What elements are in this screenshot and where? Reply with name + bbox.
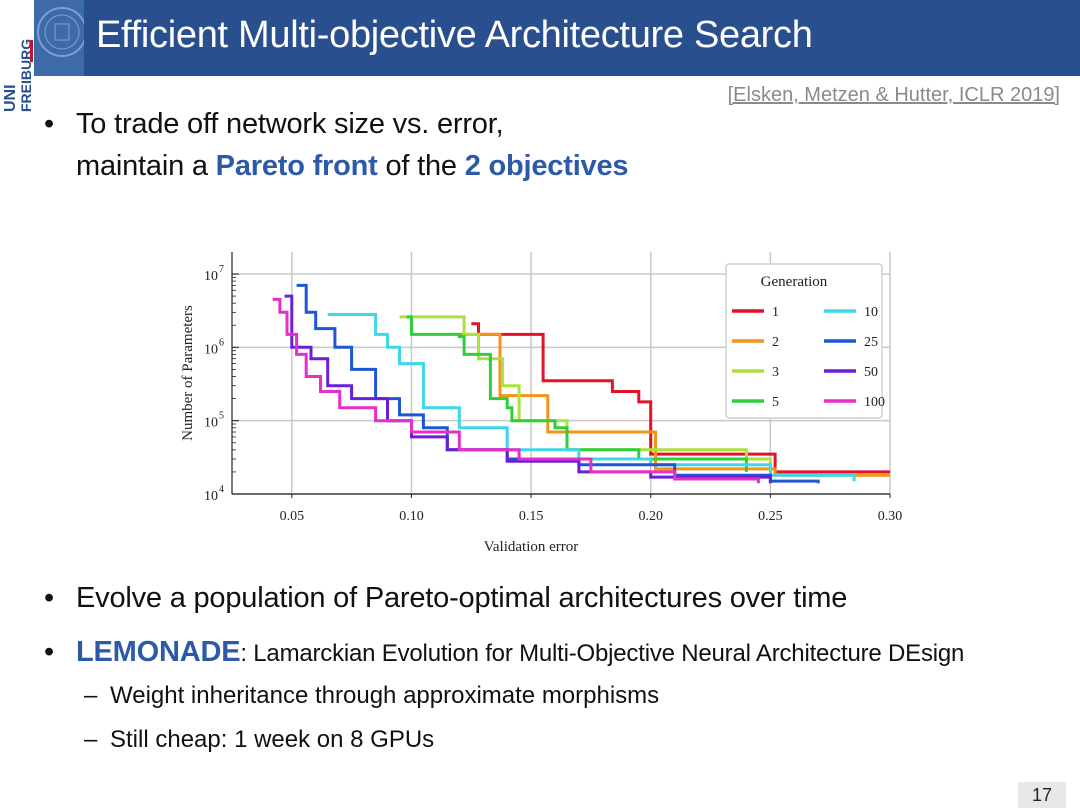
- header-bar: [82, 0, 1080, 76]
- bullet-marker: •: [44, 636, 54, 668]
- series-line-gen-100: [272, 297, 760, 484]
- series-line-gen-5: [406, 315, 748, 472]
- y-axis-label: Number of Parameters: [180, 305, 196, 441]
- highlight-2-objectives: 2 objectives: [464, 150, 629, 182]
- logo-text-uni: UNI: [2, 84, 19, 112]
- series-line-gen-3: [399, 315, 772, 472]
- bullet-text-evolve: Evolve a population of Pareto-optimal ar…: [76, 582, 848, 614]
- uni-freiburg-logo: UNI FREIBURG: [2, 39, 34, 112]
- y-tick-exponent: 4: [219, 484, 224, 495]
- x-tick-label: 0.25: [758, 509, 783, 524]
- bullet-text-lemonade: LEMONADE: Lamarckian Evolution for Multi…: [76, 636, 964, 669]
- highlight-pareto-front: Pareto front: [215, 150, 378, 182]
- chart-legend: Generation 1 2 3 5 10 25 50 100: [725, 263, 885, 419]
- slide-header: UNI FREIBURG Efficient Multi-objective A…: [0, 0, 1080, 112]
- legend-label-gen-50: 50: [864, 365, 878, 380]
- legend-label-gen-2: 2: [772, 335, 779, 350]
- highlight-lemonade: LEMONADE: [76, 636, 241, 668]
- slide-title: Efficient Multi-objective Architecture S…: [96, 14, 813, 56]
- sub-bullet-text-2: Still cheap: 1 week on 8 GPUs: [110, 726, 435, 753]
- text-of-the: of the: [377, 150, 465, 182]
- legend-title: Generation: [761, 274, 828, 290]
- university-seal-icon: [34, 0, 84, 76]
- bullet-marker: •: [44, 582, 54, 614]
- y-tick-label: 10: [204, 489, 218, 504]
- legend-label-gen-3: 3: [772, 365, 779, 380]
- dash-marker: –: [84, 682, 98, 709]
- bullet-marker: •: [44, 108, 54, 140]
- legend-label-gen-5: 5: [772, 395, 779, 410]
- y-tick-exponent: 7: [219, 264, 224, 275]
- lemonade-description: : Lamarckian Evolution for Multi-Objecti…: [240, 640, 965, 667]
- dash-marker: –: [84, 726, 98, 753]
- series-line-gen-2: [459, 332, 890, 477]
- page-number: 17: [1018, 782, 1066, 808]
- x-axis-label: Validation error: [484, 539, 579, 555]
- text-maintain: maintain a: [76, 150, 216, 182]
- y-tick-label: 10: [204, 416, 218, 431]
- x-tick-label: 0.15: [519, 509, 544, 524]
- legend-label-gen-1: 1: [772, 305, 779, 320]
- bullet-text-line1: To trade off network size vs. error,: [76, 108, 504, 140]
- series-line-gen-1: [471, 322, 890, 474]
- sub-bullet-text-1: Weight inheritance through approximate m…: [110, 682, 660, 709]
- legend-box: [725, 263, 883, 419]
- y-tick-exponent: 5: [219, 411, 224, 422]
- citation-link[interactable]: [Elsken, Metzen & Hutter, ICLR 2019]: [727, 84, 1060, 106]
- y-tick-label: 10: [204, 342, 218, 357]
- legend-label-gen-100: 100: [864, 395, 885, 410]
- x-tick-label: 0.05: [280, 509, 305, 524]
- x-tick-label: 0.10: [399, 509, 424, 524]
- legend-label-gen-10: 10: [864, 305, 878, 320]
- x-tick-label: 0.30: [878, 509, 903, 524]
- y-tick-exponent: 6: [219, 337, 224, 348]
- y-tick-label: 10: [204, 269, 218, 284]
- bullet-text-line2: maintain a Pareto front of the 2 objecti…: [76, 150, 629, 183]
- x-tick-label: 0.20: [638, 509, 663, 524]
- legend-label-gen-25: 25: [864, 335, 878, 350]
